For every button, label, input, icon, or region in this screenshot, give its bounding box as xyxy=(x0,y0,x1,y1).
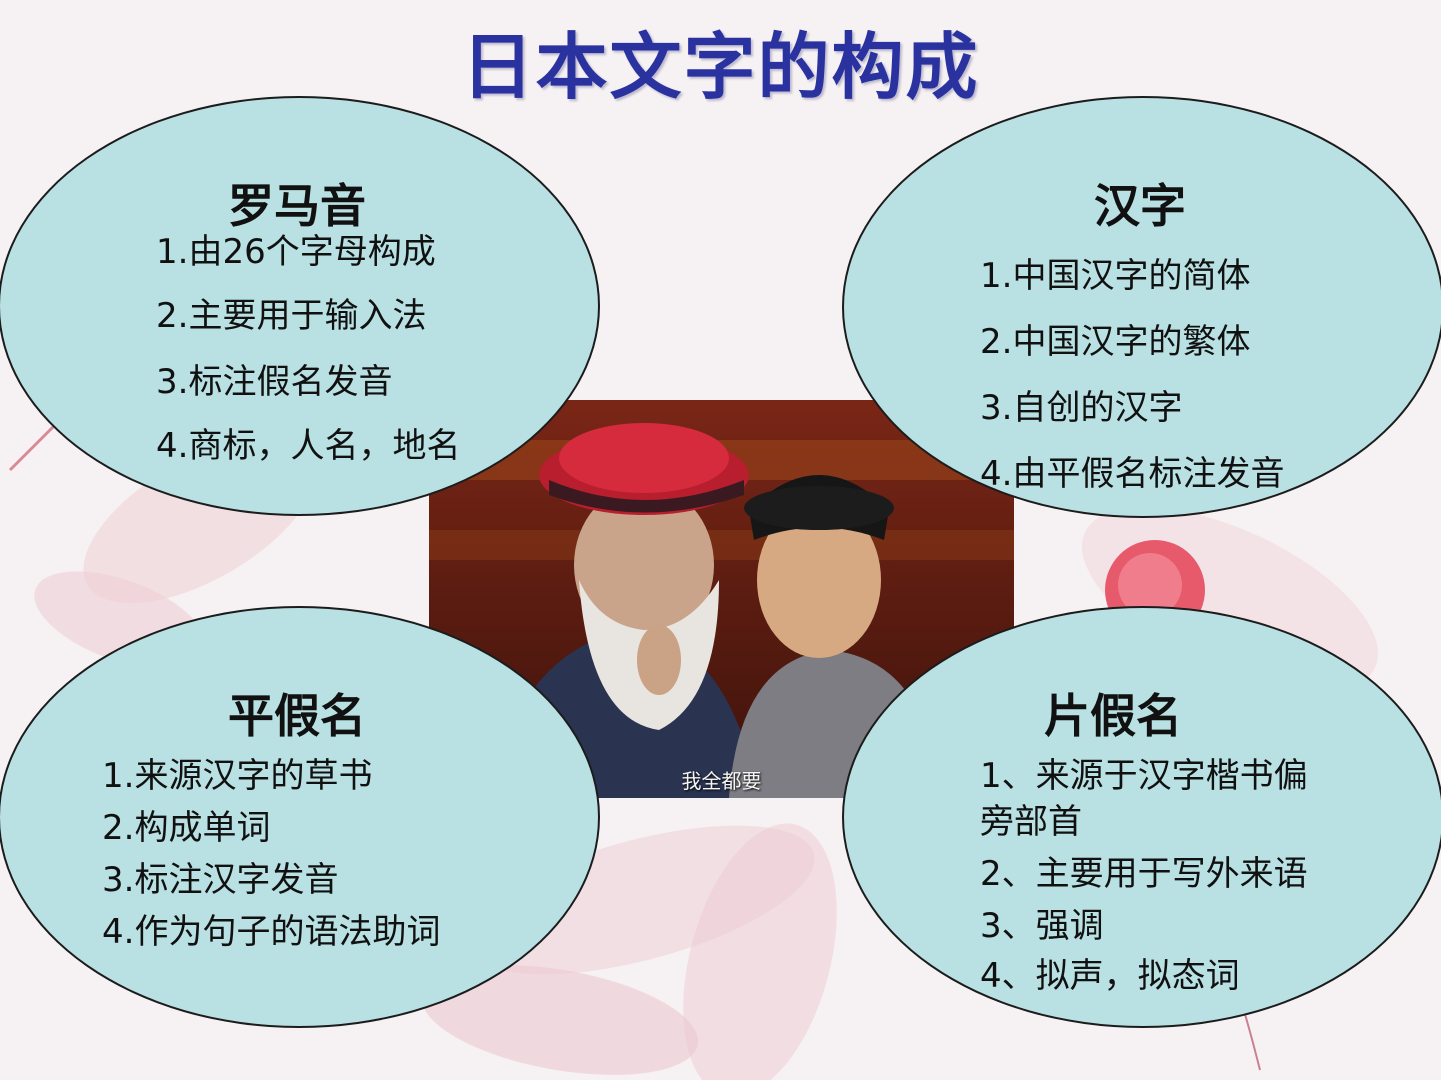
page-title: 日本文字的构成 xyxy=(461,25,980,109)
romaji-oval: 罗马音 1.由26个字母构成 2.主要用于输入法 3.标注假名发音 4.商标，人… xyxy=(0,96,600,516)
katakana-item: 2、主要用于写外来语 xyxy=(980,854,1308,894)
romaji-item: 1.由26个字母构成 xyxy=(156,232,436,272)
romaji-item: 4.商标，人名，地名 xyxy=(156,426,461,466)
subtitle-caption: 我全都要 xyxy=(681,769,762,793)
katakana-list: 1、来源于汉字楷书偏 旁部首 2、主要用于写外来语 3、强调 4、拟声，拟态词 xyxy=(980,748,1308,997)
hiragana-item: 2.构成单词 xyxy=(102,808,271,848)
kanji-oval: 汉字 1.中国汉字的简体 2.中国汉字的繁体 3.自创的汉字 4.由平假名标注发… xyxy=(842,96,1441,518)
katakana-item: 3、强调 xyxy=(980,906,1104,946)
hiragana-item: 3.标注汉字发音 xyxy=(102,860,339,900)
kanji-item: 2.中国汉字的繁体 xyxy=(980,322,1251,362)
kanji-item: 4.由平假名标注发音 xyxy=(980,454,1285,494)
hiragana-list: 1.来源汉字的草书 2.构成单词 3.标注汉字发音 4.作为句子的语法助词 xyxy=(102,748,440,953)
hiragana-heading: 平假名 xyxy=(228,689,366,743)
hiragana-oval: 平假名 1.来源汉字的草书 2.构成单词 3.标注汉字发音 4.作为句子的语法助… xyxy=(0,606,600,1028)
romaji-item: 3.标注假名发音 xyxy=(156,362,393,402)
katakana-heading: 片假名 xyxy=(1044,689,1182,743)
hiragana-item: 1.来源汉字的草书 xyxy=(102,756,373,796)
hiragana-item: 4.作为句子的语法助词 xyxy=(102,912,441,952)
romaji-item: 2.主要用于输入法 xyxy=(156,296,427,336)
katakana-oval: 片假名 1、来源于汉字楷书偏 旁部首 2、主要用于写外来语 3、强调 4、拟声，… xyxy=(842,606,1441,1028)
katakana-item: 旁部首 xyxy=(980,802,1082,842)
kanji-list: 1.中国汉字的简体 2.中国汉字的繁体 3.自创的汉字 4.由平假名标注发音 xyxy=(980,248,1284,495)
kanji-item: 1.中国汉字的简体 xyxy=(980,256,1251,296)
romaji-list: 1.由26个字母构成 2.主要用于输入法 3.标注假名发音 4.商标，人名，地名 xyxy=(156,224,460,467)
kanji-item: 3.自创的汉字 xyxy=(980,388,1183,428)
romaji-heading: 罗马音 xyxy=(228,179,366,233)
katakana-item: 4、拟声，拟态词 xyxy=(980,956,1240,996)
kanji-heading: 汉字 xyxy=(1094,179,1186,233)
katakana-item: 1、来源于汉字楷书偏 xyxy=(980,756,1308,796)
